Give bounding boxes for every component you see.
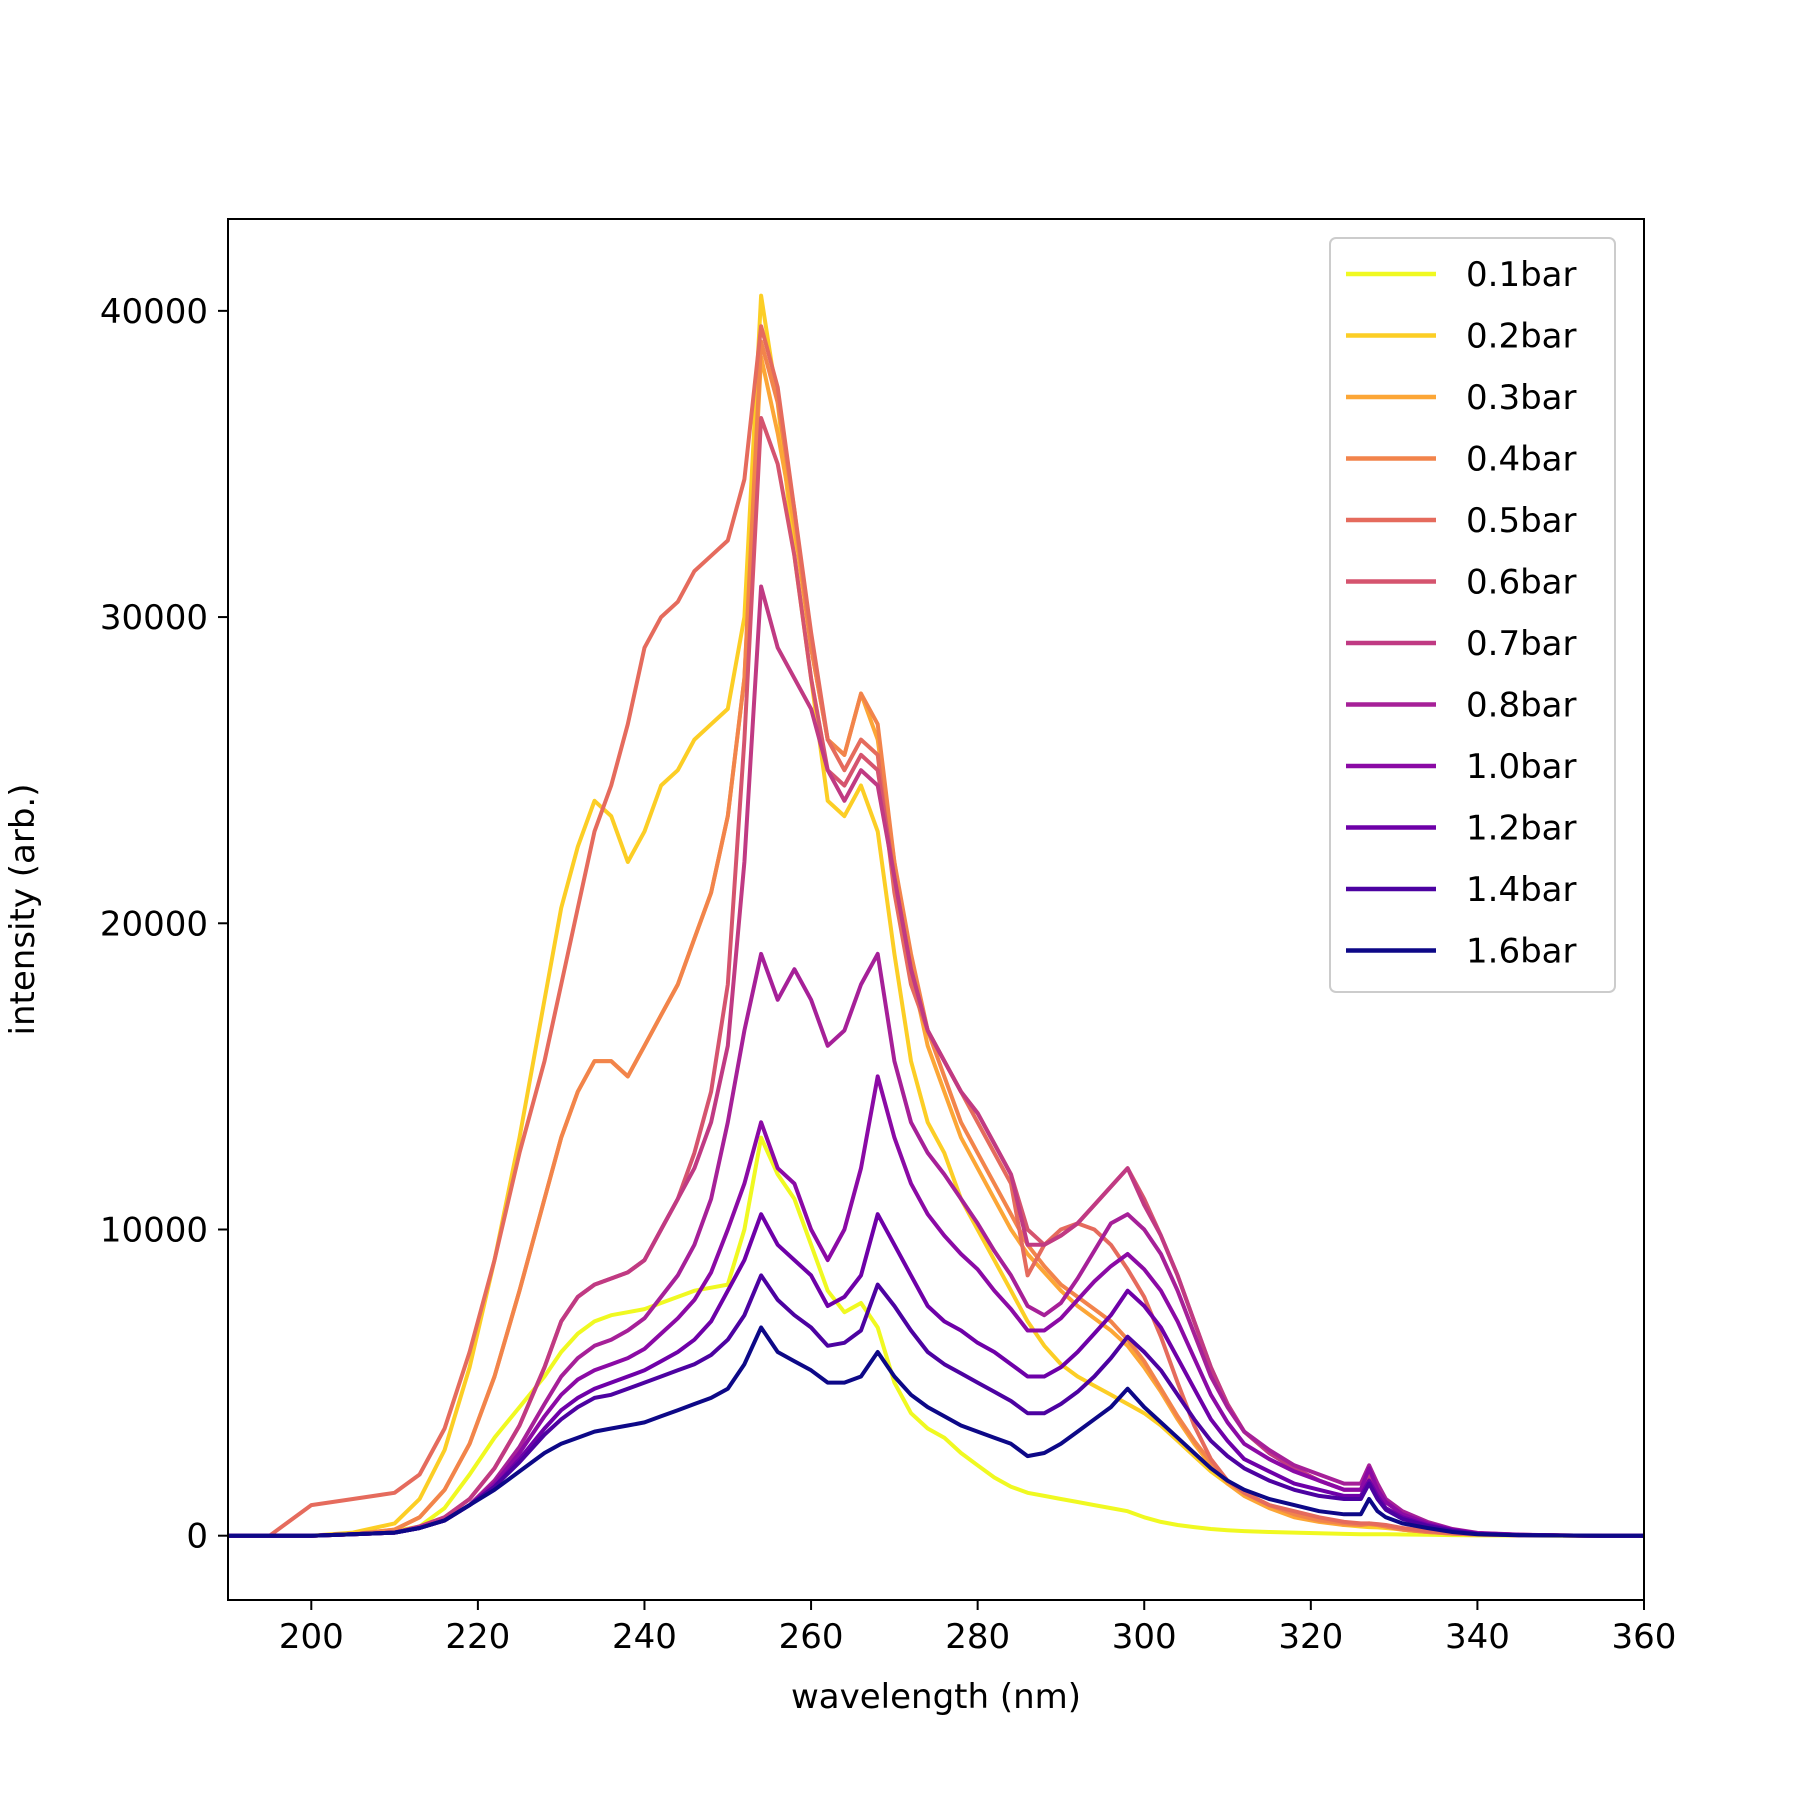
legend-label: 1.0bar [1466, 747, 1576, 787]
y-tick-label: 30000 [100, 598, 208, 638]
legend-label: 1.6bar [1466, 932, 1576, 972]
x-tick-label: 340 [1445, 1617, 1510, 1657]
y-tick-label: 10000 [100, 1210, 208, 1250]
legend-label: 1.4bar [1466, 870, 1576, 910]
x-tick-label: 360 [1612, 1617, 1677, 1657]
legend-label: 0.6bar [1466, 563, 1576, 603]
y-tick-label: 40000 [100, 292, 208, 332]
legend-label: 0.8bar [1466, 686, 1576, 726]
legend-label: 0.2bar [1466, 317, 1576, 357]
x-tick-label: 240 [612, 1617, 677, 1657]
x-tick-label: 220 [445, 1617, 510, 1657]
series-line-1.6bar [228, 1325, 1644, 1538]
y-tick-label: 20000 [100, 904, 208, 944]
series-line-1.2bar [228, 1212, 1644, 1538]
legend-label: 0.4bar [1466, 440, 1576, 480]
y-axis-ticks: 0 10000 20000 30000 40000 [100, 292, 228, 1557]
x-tick-label: 260 [779, 1617, 844, 1657]
plot-frame [227, 218, 1645, 1601]
legend-label: 0.1bar [1466, 255, 1576, 295]
legend-label: 0.3bar [1466, 378, 1576, 418]
series-line-1.0bar [228, 1074, 1644, 1538]
legend-box [1329, 237, 1616, 993]
x-tick-label: 320 [1278, 1617, 1343, 1657]
y-tick-label: 0 [186, 1517, 208, 1557]
legend-label: 0.7bar [1466, 624, 1576, 664]
x-tick-label: 280 [945, 1617, 1010, 1657]
legend-label: 0.5bar [1466, 501, 1576, 541]
x-axis-label: wavelength (nm) [791, 1677, 1081, 1717]
x-axis-ticks: 200 220 240 260 280 300 320 340 360 [279, 1600, 1677, 1657]
legend-label: 1.2bar [1466, 809, 1576, 849]
series-line-0.8bar [228, 951, 1644, 1538]
x-tick-label: 200 [279, 1617, 344, 1657]
x-tick-label: 300 [1112, 1617, 1177, 1657]
series-line-1.4bar [228, 1273, 1644, 1538]
series-lines [228, 293, 1644, 1538]
series-line-0.1bar [228, 1135, 1644, 1538]
legend: 0.1bar 0.2bar 0.3bar 0.4bar 0.5bar 0.6bar 0.7b… [1329, 237, 1616, 993]
y-axis-label: intensity (arb.) [3, 784, 43, 1036]
